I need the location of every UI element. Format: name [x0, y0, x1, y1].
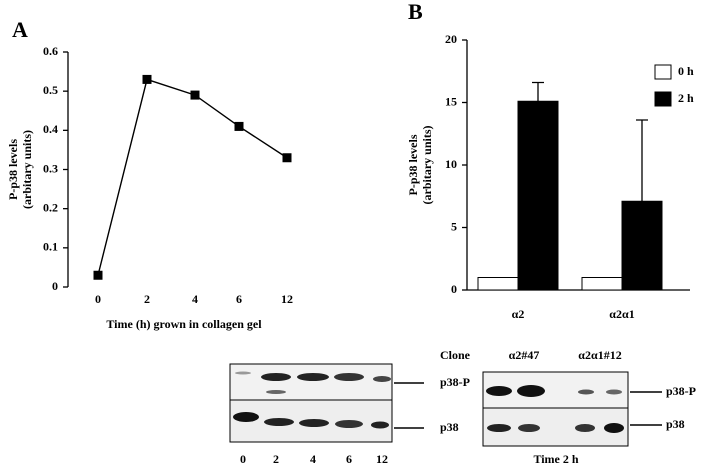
- y-tick-label: 10: [445, 157, 457, 171]
- blot-footer: Time 2 h: [533, 452, 578, 466]
- error-bar: [636, 119, 648, 202]
- clone-label: Clone: [440, 348, 471, 362]
- y-tick-label: 0.4: [43, 122, 58, 136]
- panel-label: B: [408, 0, 423, 24]
- bar: [581, 277, 623, 291]
- y-tick-label: 0.3: [43, 161, 58, 175]
- band-label: p38-P: [440, 375, 470, 389]
- lane-label: 12: [376, 452, 388, 466]
- x-tick-label: 4: [192, 292, 198, 306]
- legend-swatch: [654, 64, 672, 80]
- x-axis-label: Time (h) grown in collagen gel: [106, 317, 262, 331]
- x-tick-label: 12: [281, 292, 293, 306]
- lane-label: 4: [310, 452, 316, 466]
- legend-swatch: [654, 91, 672, 107]
- band-label: p38: [666, 417, 685, 431]
- legend-label: 2 h: [678, 91, 694, 105]
- error-bar: [532, 81, 544, 102]
- bar: [477, 277, 519, 291]
- x-tick-label: α2α1: [609, 307, 634, 321]
- marker: [142, 74, 152, 84]
- y-tick-label: 5: [451, 219, 457, 233]
- y-tick-label: 15: [445, 94, 457, 108]
- marker: [282, 153, 292, 163]
- band-label: p38-P: [666, 384, 696, 398]
- y-tick-label: 0: [52, 279, 58, 293]
- legend-label: 0 h: [678, 64, 694, 78]
- x-tick-label: 2: [144, 292, 150, 306]
- marker: [93, 270, 103, 280]
- y-axis-label: P-p38 levels: [406, 134, 420, 195]
- lane-label: 0: [240, 452, 246, 466]
- y-tick-label: 0: [451, 282, 457, 296]
- y-tick-label: 0.5: [43, 83, 58, 97]
- panel-label: A: [12, 17, 28, 42]
- blot-b: [482, 371, 662, 447]
- marker: [234, 121, 244, 131]
- x-tick-label: 6: [236, 292, 242, 306]
- marker: [190, 90, 200, 100]
- x-tick-label: 0: [95, 292, 101, 306]
- y-axis-label: P-p38 levels: [6, 139, 20, 200]
- y-tick-label: 0.6: [43, 44, 58, 58]
- band-label: p38: [440, 420, 459, 434]
- bar: [621, 200, 663, 291]
- line: [97, 78, 288, 276]
- y-tick-label: 20: [445, 32, 457, 46]
- lane-label: 6: [346, 452, 352, 466]
- blot-a: [229, 363, 424, 443]
- lane-label: 2: [273, 452, 279, 466]
- y-axis-label: (arbitary units): [420, 126, 434, 205]
- clone-label: α2α1#12: [578, 348, 621, 362]
- x-tick-label: α2: [512, 307, 525, 321]
- clone-label: α2#47: [509, 348, 540, 362]
- y-tick-label: 0.1: [43, 240, 58, 254]
- y-tick-label: 0.2: [43, 200, 58, 214]
- bar: [517, 100, 559, 291]
- y-axis-label: (arbitary units): [20, 130, 34, 209]
